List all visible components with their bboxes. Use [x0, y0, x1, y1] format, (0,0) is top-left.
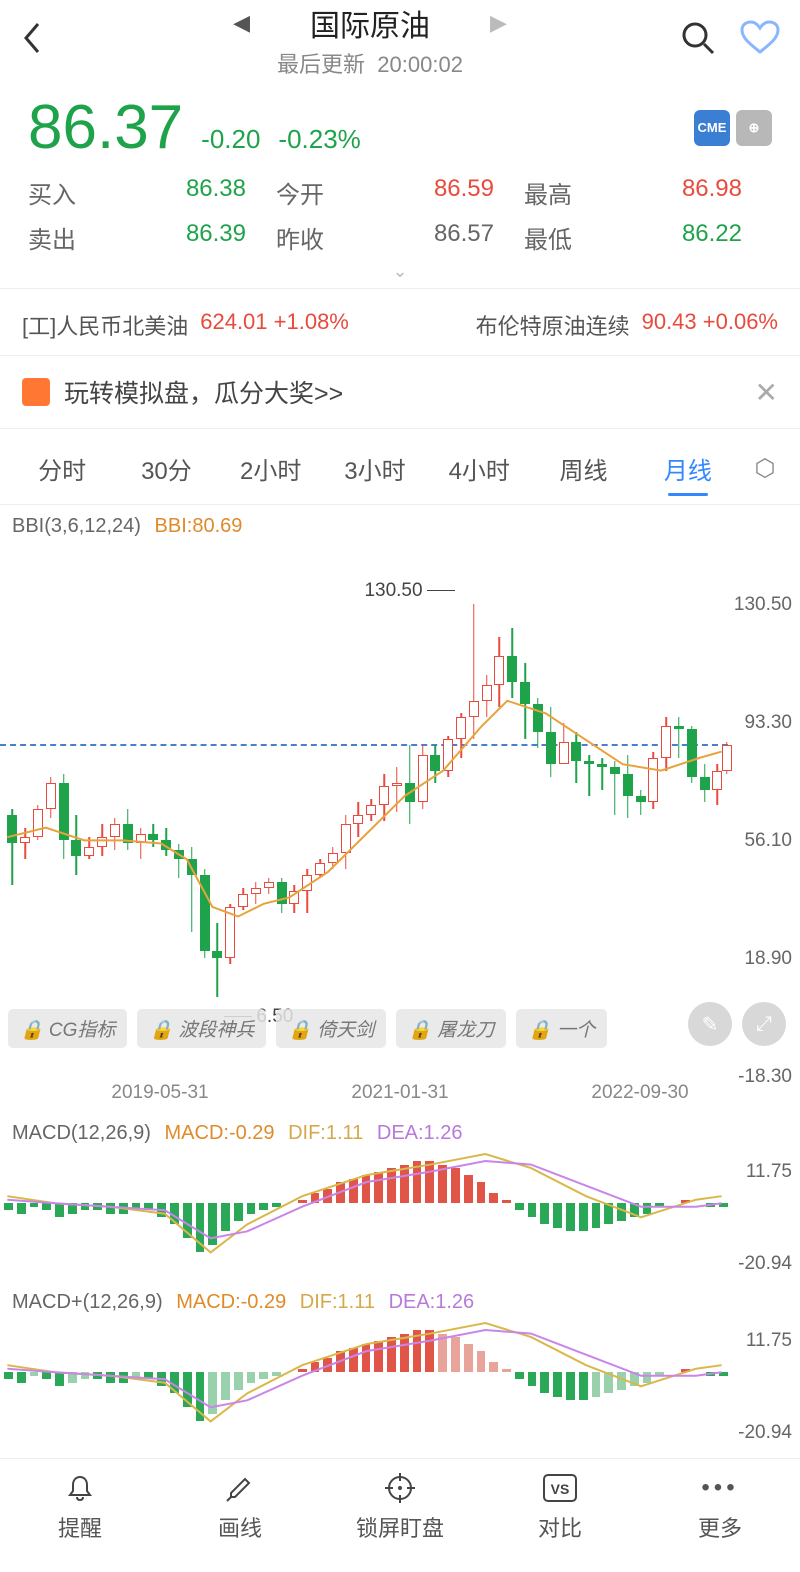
bottom-pencil-button[interactable]: 画线: [160, 1471, 320, 1543]
stat-value: 86.57: [400, 220, 524, 255]
macd-dea: DEA:1.26: [377, 1122, 463, 1144]
timeframe-tab[interactable]: 周线: [531, 443, 635, 494]
stat-value: 86.39: [152, 220, 276, 255]
announcement-icon: [22, 378, 50, 406]
related-item[interactable]: [工]人民币北美油624.01 +1.08%: [22, 309, 349, 341]
bbi-value: BBI:80.69: [155, 515, 243, 537]
price-pct: -0.23%: [278, 124, 360, 155]
stat-value: 86.38: [152, 175, 276, 210]
search-icon[interactable]: [680, 20, 716, 61]
favorite-icon[interactable]: [740, 20, 780, 61]
macd-dif: DIF:1.11: [288, 1122, 363, 1144]
stat-label: 今开: [276, 175, 400, 210]
bottom-target-button[interactable]: 锁屏盯盘: [320, 1471, 480, 1543]
related-item[interactable]: 布伦特原油连续90.43 +0.06%: [476, 309, 778, 341]
last-update: 最后更新 20:00:02: [277, 47, 463, 79]
back-button[interactable]: [20, 20, 60, 61]
macd-label: MACD(12,26,9): [12, 1122, 151, 1144]
indicator-pill[interactable]: 🔒 一个: [516, 1009, 607, 1048]
stat-value: 86.59: [400, 175, 524, 210]
indicator-pill[interactable]: 🔒 波段神兵: [137, 1009, 266, 1048]
stat-value: 86.22: [648, 220, 772, 255]
timeframe-tab[interactable]: 4小时: [427, 443, 531, 494]
macdp-dea: DEA:1.26: [389, 1291, 475, 1313]
stat-label: 昨收: [276, 220, 400, 255]
stat-label: 最低: [524, 220, 648, 255]
indicator-pill[interactable]: 🔒 倚天剑: [276, 1009, 386, 1048]
macd-plus-chart[interactable]: 11.75 -20.94: [0, 1316, 800, 1446]
fullscreen-button[interactable]: ⤢: [742, 1002, 786, 1046]
stat-label: 买入: [28, 175, 152, 210]
macdp-val: MACD:-0.29: [176, 1291, 286, 1313]
stat-label: 最高: [524, 175, 648, 210]
bottom-bell-button[interactable]: 提醒: [0, 1471, 160, 1543]
price-change: -0.20: [201, 124, 260, 155]
banner-close-button[interactable]: ✕: [755, 376, 778, 409]
symbol-title: 国际原油: [310, 1, 430, 45]
badge-extra: ⊕: [736, 110, 772, 146]
svg-text:VS: VS: [551, 1481, 570, 1497]
macd-chart[interactable]: 11.75 -20.94: [0, 1147, 800, 1277]
bottom-dots-button[interactable]: •••更多: [640, 1471, 800, 1543]
stat-label: 卖出: [28, 220, 152, 255]
prev-symbol-button[interactable]: ◀: [233, 10, 250, 36]
next-symbol-button[interactable]: ▶: [490, 10, 507, 36]
timeframe-tab[interactable]: 2小时: [219, 443, 323, 494]
bottom-vs-button[interactable]: VS对比: [480, 1471, 640, 1543]
timeframe-tab[interactable]: 分时: [10, 443, 114, 494]
candlestick-chart[interactable]: 130.5093.3056.1018.90-18.30 ✎ ⤢ 130.506.…: [0, 546, 800, 1076]
indicator-pill[interactable]: 🔒 CG指标: [8, 1009, 127, 1048]
indicator-pill[interactable]: 🔒 屠龙刀: [396, 1009, 506, 1048]
stat-value: 86.98: [648, 175, 772, 210]
badge-cme: CME: [694, 110, 730, 146]
chart-settings-icon[interactable]: ⬡: [740, 443, 790, 494]
price-value: 86.37: [28, 92, 183, 163]
bbi-label: BBI(3,6,12,24): [12, 515, 141, 537]
expand-stats-button[interactable]: ⌄: [0, 261, 800, 282]
macd-val: MACD:-0.29: [165, 1122, 275, 1144]
timeframe-tab[interactable]: 30分: [114, 443, 218, 494]
macdp-label: MACD+(12,26,9): [12, 1291, 163, 1313]
macdp-dif: DIF:1.11: [300, 1291, 375, 1313]
timeframe-tab[interactable]: 3小时: [323, 443, 427, 494]
banner-text[interactable]: 玩转模拟盘，瓜分大奖>>: [64, 374, 343, 410]
timeframe-tab[interactable]: 月线: [636, 443, 740, 494]
